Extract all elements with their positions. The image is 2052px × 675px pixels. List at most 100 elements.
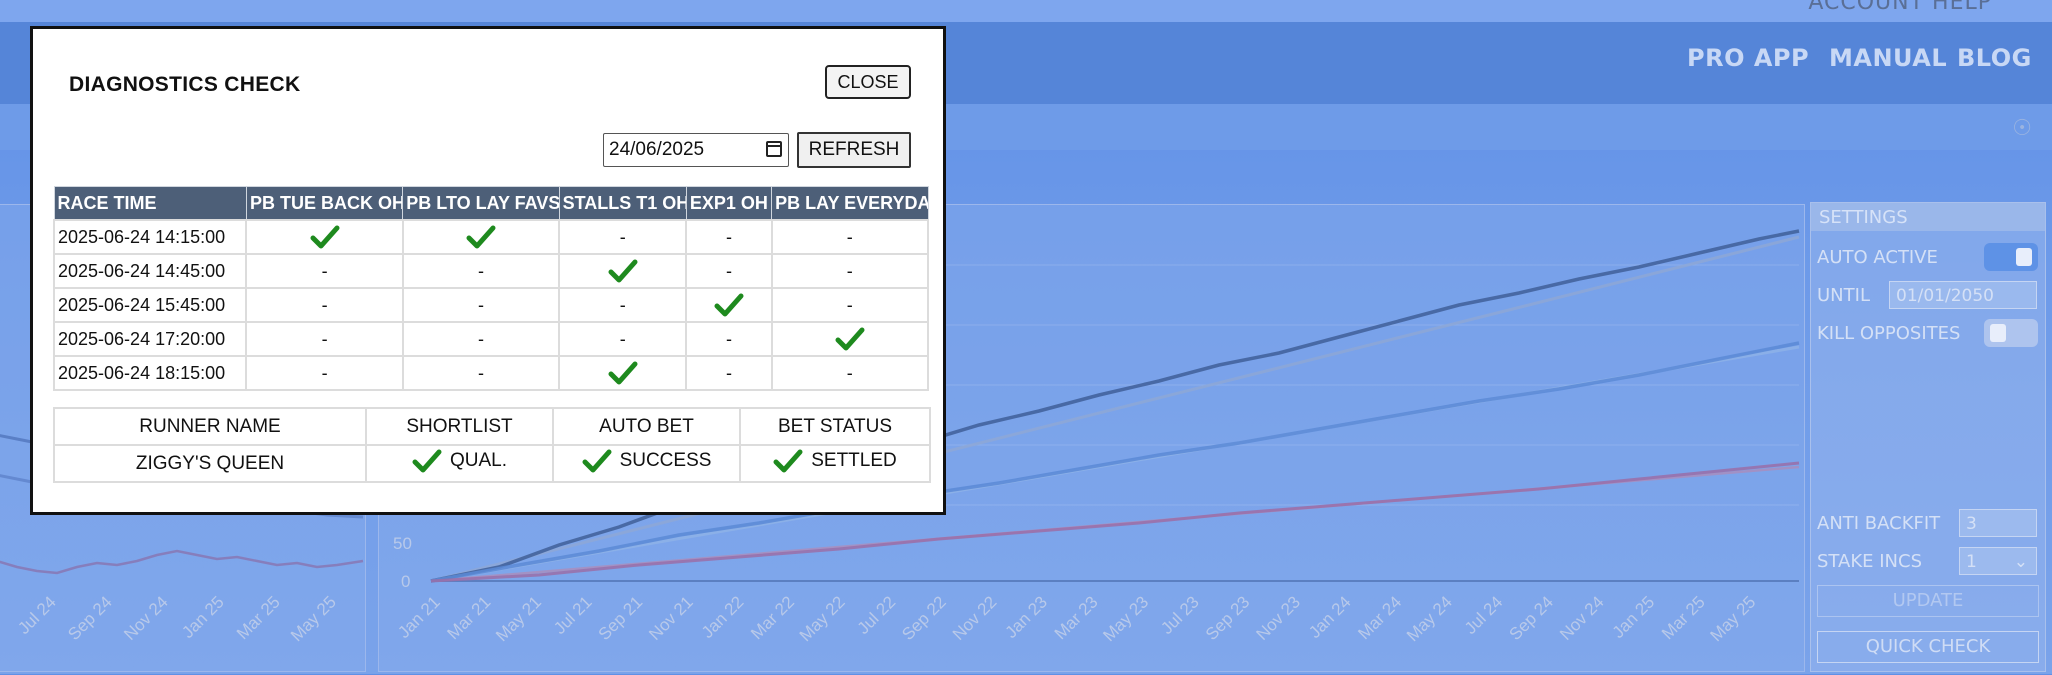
until-date-input[interactable]: 01/01/2050	[1889, 281, 2037, 309]
x-tick-label: Nov 22	[949, 592, 1001, 644]
race-row: 2025-06-24 14:45:00- - - -	[52, 253, 930, 289]
refresh-button[interactable]: REFRESH	[797, 132, 911, 168]
header-pb-lto-lay-favs: PB LTO LAY FAVS	[402, 186, 560, 221]
y-tick-0: 0	[401, 572, 410, 591]
x-tick-label: Sep 24	[1505, 592, 1557, 644]
x-tick-label: Jan 25	[1609, 592, 1659, 642]
x-tick-label: Mar 25	[1658, 592, 1709, 643]
x-tick-label: Mar 24	[1354, 592, 1405, 643]
header-shortlist: SHORTLIST	[365, 407, 554, 446]
calendar-icon[interactable]	[766, 141, 782, 157]
diagnostics-modal: DIAGNOSTICS CHECK CLOSE 24/06/2025 REFRE…	[30, 26, 946, 515]
race-row: 2025-06-24 18:15:00- - - -	[52, 355, 930, 391]
x-tick-label: Nov 21	[645, 592, 697, 644]
x-tick-label: Jan 22	[698, 592, 748, 642]
bet-status-cell: SETTLED	[739, 444, 931, 483]
shortlist-value: QUAL.	[449, 449, 508, 471]
x-tick-label: Sep 22	[898, 592, 950, 644]
nav-pro-app[interactable]: PRO APP	[1687, 44, 1810, 72]
left-series-3	[0, 549, 364, 575]
race-cell-dash: -	[685, 355, 773, 391]
x-tick-label: Jul 22	[854, 592, 900, 638]
modal-title: DIAGNOSTICS CHECK	[69, 73, 301, 96]
runner-table-header: RUNNER NAME SHORTLIST AUTO BET BET STATU…	[53, 407, 931, 446]
race-cell-dash: -	[770, 219, 930, 255]
race-cell-dash: -	[401, 355, 561, 391]
x-tick-label: Jan 24	[1305, 592, 1355, 642]
x-tick-label: Jul 24	[14, 592, 60, 638]
kill-opposites-toggle[interactable]	[1984, 319, 2038, 347]
auto-active-label: AUTO ACTIVE	[1817, 247, 1938, 268]
left-x-ticks: Jul 24 Sep 24 Nov 24 Jan 25 Mar 25 May 25	[14, 592, 340, 645]
check-icon	[608, 259, 638, 283]
x-tick-label: Mar 22	[747, 592, 798, 643]
race-table-body: 2025-06-24 14:15:00- - -2025-06-24 14:45:0…	[52, 219, 930, 391]
header-exp1-oh: EXP1 OH	[685, 186, 773, 221]
race-cell-dash: -	[245, 321, 404, 357]
top-strip: ACCOUNT HELP	[0, 0, 2052, 22]
header-stalls-t1-oh: STALLS T1 OH	[558, 186, 687, 221]
auto-active-toggle[interactable]	[1984, 243, 2038, 271]
race-table-header: RACE TIME PB TUE BACK OH PB LTO LAY FAVS…	[53, 186, 929, 221]
race-cell-dash: -	[558, 287, 688, 323]
series-2-line	[430, 341, 1800, 583]
eye-icon[interactable]: ☉	[2012, 116, 2032, 141]
anti-backfit-label: ANTI BACKFIT	[1817, 513, 1941, 534]
update-button[interactable]: UPDATE	[1817, 585, 2039, 617]
x-tick-label: May 24	[1403, 592, 1456, 645]
date-input[interactable]: 24/06/2025	[603, 133, 789, 167]
anti-backfit-input[interactable]: 3	[1959, 509, 2037, 537]
close-button[interactable]: CLOSE	[825, 65, 911, 99]
header-bet-status: BET STATUS	[739, 407, 931, 446]
x-tick-label: Jul 23	[1157, 592, 1203, 638]
x-tick-label: May 23	[1099, 592, 1152, 645]
race-cell-dash: -	[685, 219, 773, 255]
runner-name: ZIGGY'S QUEEN	[53, 444, 367, 483]
series-3-line	[430, 461, 1800, 583]
race-cell-dash: -	[245, 253, 404, 289]
race-cell-check	[245, 219, 404, 255]
race-cell-dash: -	[770, 287, 930, 323]
race-cell-dash: -	[401, 253, 561, 289]
nav-blog[interactable]: BLOG	[1957, 44, 2032, 72]
header-pb-lay-everyday: PB LAY EVERYDAY	[771, 186, 929, 221]
check-icon	[714, 293, 744, 317]
race-cell-dash: -	[770, 253, 930, 289]
bet-status-value: SETTLED	[811, 449, 897, 471]
check-icon	[466, 225, 496, 249]
x-tick-label: Jan 25	[178, 592, 228, 642]
stake-incs-select[interactable]: 1 ⌄	[1959, 547, 2037, 575]
x-tick-label: Jul 24	[1461, 592, 1507, 638]
race-cell-dash: -	[245, 287, 404, 323]
header-auto-bet: AUTO BET	[552, 407, 741, 446]
race-time-cell: 2025-06-24 17:20:00	[52, 321, 248, 357]
x-tick-label: Nov 24	[120, 592, 172, 644]
auto-bet-value: SUCCESS	[619, 449, 712, 471]
race-cell-dash: -	[401, 321, 561, 357]
race-table: RACE TIME PB TUE BACK OH PB LTO LAY FAVS…	[52, 186, 930, 391]
race-row: 2025-06-24 14:15:00- - -	[52, 219, 930, 255]
auto-bet-cell: SUCCESS	[552, 444, 741, 483]
race-row: 2025-06-24 17:20:00- - - -	[52, 321, 930, 357]
race-cell-dash: -	[558, 219, 688, 255]
x-tick-label: Mar 21	[444, 592, 495, 643]
settings-title: SETTINGS	[1811, 203, 2045, 231]
x-tick-label: May 22	[796, 592, 849, 645]
x-tick-label: May 25	[287, 592, 340, 645]
x-tick-label: Nov 23	[1252, 592, 1304, 644]
stake-incs-label: STAKE INCS	[1817, 551, 1923, 572]
x-tick-label: Jul 21	[550, 592, 596, 638]
x-tick-label: Jan 23	[1001, 592, 1051, 642]
race-cell-dash: -	[685, 253, 773, 289]
chevron-down-icon: ⌄	[2013, 552, 2028, 572]
race-time-cell: 2025-06-24 14:45:00	[52, 253, 248, 289]
runner-table: RUNNER NAME SHORTLIST AUTO BET BET STATU…	[53, 407, 931, 483]
x-tick-label: Sep 24	[64, 592, 116, 644]
nav-manual[interactable]: MANUAL	[1829, 44, 1948, 72]
account-help-links[interactable]: ACCOUNT HELP	[1808, 0, 1992, 15]
x-tick-label: Nov 24	[1556, 592, 1608, 644]
shortlist-cell: QUAL.	[365, 444, 554, 483]
header-race-time: RACE TIME	[53, 186, 247, 221]
quick-check-button[interactable]: QUICK CHECK	[1817, 631, 2039, 663]
